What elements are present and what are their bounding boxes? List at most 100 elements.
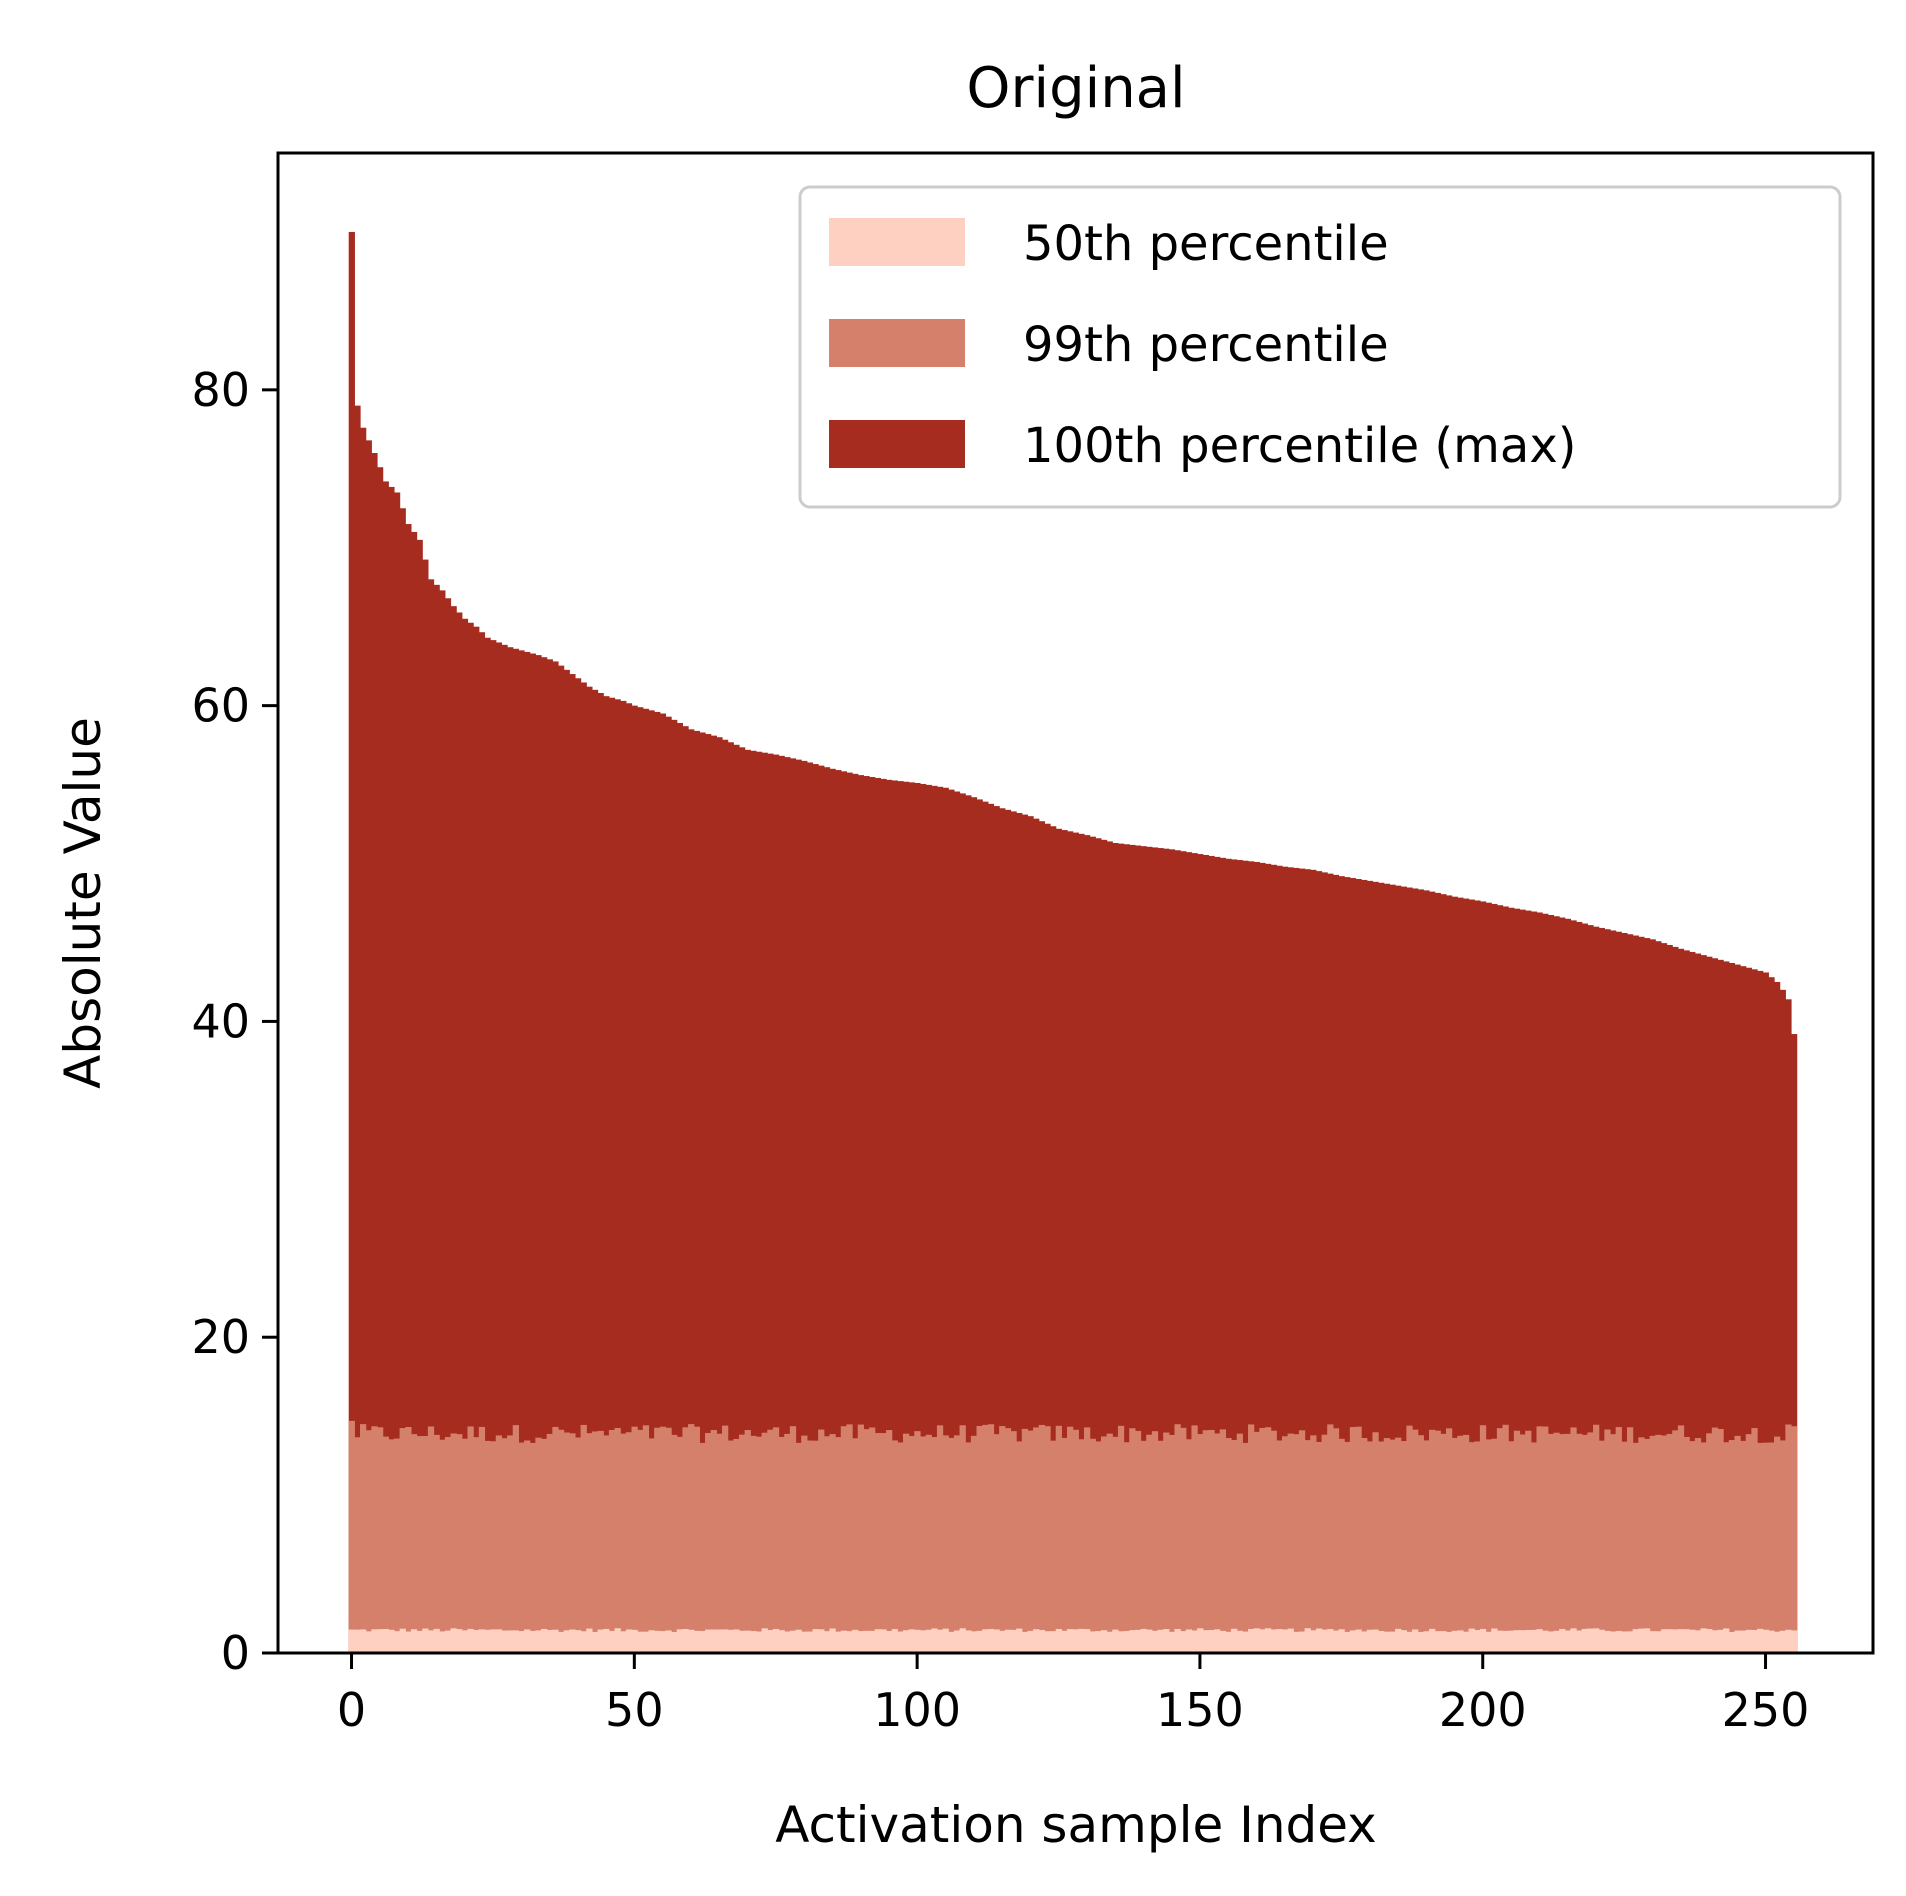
max-bar xyxy=(1287,867,1294,1653)
max-bar xyxy=(806,762,814,1653)
p50-bar xyxy=(1281,1629,1289,1653)
p99-bar xyxy=(1502,1424,1509,1653)
p50-bar xyxy=(1417,1631,1424,1653)
max-bar xyxy=(563,669,570,1653)
p50-bar xyxy=(976,1630,983,1653)
y-tick-label: 60 xyxy=(191,679,250,733)
p50-bar xyxy=(557,1631,565,1653)
max-bar xyxy=(1757,970,1764,1653)
max-bar xyxy=(676,723,684,1653)
p50-bar xyxy=(1496,1630,1504,1653)
max-bar xyxy=(1474,900,1481,1653)
p99-bar xyxy=(1287,1433,1294,1653)
p99-bar xyxy=(1536,1426,1543,1653)
max-bar xyxy=(1106,841,1113,1653)
max-bar xyxy=(1717,959,1724,1653)
p50-bar xyxy=(450,1628,457,1653)
p50-bar xyxy=(908,1629,915,1653)
max-bar xyxy=(1598,927,1605,1653)
p99-bar xyxy=(529,1442,536,1653)
legend-swatch-99th xyxy=(829,319,965,367)
p50-bar xyxy=(999,1630,1006,1653)
max-bar xyxy=(1095,838,1102,1653)
max-bar xyxy=(1038,821,1045,1653)
p99-bar xyxy=(654,1427,661,1653)
p99-bar xyxy=(1027,1430,1034,1653)
max-bar xyxy=(976,799,983,1653)
p50-bar xyxy=(1349,1630,1357,1653)
p99-bar xyxy=(1553,1432,1560,1653)
p99-bar xyxy=(603,1435,610,1653)
p99-bar xyxy=(1038,1424,1045,1653)
max-bar xyxy=(987,803,995,1653)
p99-bar xyxy=(1298,1430,1306,1653)
max-bar xyxy=(1067,831,1074,1653)
max-bar xyxy=(546,659,553,1653)
p50-bar xyxy=(693,1630,700,1653)
p99-bar xyxy=(1485,1439,1492,1653)
p50-bar xyxy=(1106,1631,1113,1653)
max-bar xyxy=(1768,977,1775,1653)
p50-bar xyxy=(1711,1630,1719,1653)
p50-bar xyxy=(1609,1631,1617,1653)
max-bar xyxy=(897,781,904,1653)
p99-bar xyxy=(1519,1434,1526,1653)
p99-bar xyxy=(1683,1436,1690,1653)
p99-bar xyxy=(1355,1426,1362,1653)
p99-bar xyxy=(857,1424,864,1653)
p50-bar xyxy=(1287,1628,1294,1653)
p50-bar xyxy=(1706,1628,1713,1653)
p99-bar xyxy=(1197,1434,1204,1653)
max-bar xyxy=(405,524,412,1653)
max-bar xyxy=(1100,839,1108,1653)
p50-bar xyxy=(1751,1629,1758,1653)
max-bar xyxy=(738,747,746,1653)
p99-bar xyxy=(1762,1442,1769,1653)
p50-bar xyxy=(1293,1631,1300,1653)
max-bar xyxy=(953,791,961,1653)
p99-bar xyxy=(1253,1431,1260,1653)
max-bar xyxy=(569,674,576,1653)
p50-bar xyxy=(365,1631,372,1653)
max-bar xyxy=(1706,956,1713,1653)
p50-bar xyxy=(1004,1629,1012,1653)
p99-bar xyxy=(999,1426,1006,1653)
max-bar xyxy=(376,467,384,1654)
max-bar xyxy=(580,682,587,1653)
p99-bar xyxy=(1349,1427,1357,1653)
max-bar xyxy=(846,772,853,1653)
max-bar xyxy=(1434,892,1441,1653)
p99-bar xyxy=(829,1434,836,1653)
p50-bar xyxy=(1519,1630,1526,1653)
p50-bar xyxy=(1231,1628,1238,1653)
max-bar xyxy=(1632,935,1639,1653)
max-bar xyxy=(659,713,667,1653)
p99-bar xyxy=(461,1438,469,1653)
max-bar xyxy=(1485,902,1492,1653)
p99-bar xyxy=(840,1426,848,1653)
p99-bar xyxy=(705,1432,712,1653)
p50-bar xyxy=(1395,1628,1402,1653)
p99-bar xyxy=(1400,1441,1407,1653)
p99-bar xyxy=(1723,1442,1730,1653)
p99-bar xyxy=(1677,1425,1685,1653)
max-bar xyxy=(919,783,927,1653)
max-bar xyxy=(1021,814,1029,1653)
p50-bar xyxy=(1762,1629,1769,1653)
max-bar xyxy=(750,750,757,1653)
p99-bar xyxy=(897,1442,904,1653)
max-bar xyxy=(823,767,831,1653)
p99-bar xyxy=(1542,1426,1549,1653)
p50-bar xyxy=(705,1629,712,1653)
max-bar xyxy=(1270,864,1277,1653)
max-bar xyxy=(767,753,774,1653)
p99-bar xyxy=(1728,1440,1736,1653)
p50-bar xyxy=(1383,1631,1391,1653)
p99-bar xyxy=(1445,1428,1453,1653)
max-bar xyxy=(467,622,474,1653)
p50-bar xyxy=(490,1629,497,1653)
bars-50th-percentile xyxy=(348,1628,1798,1653)
p99-bar xyxy=(948,1437,955,1653)
p99-bar xyxy=(1700,1442,1707,1653)
